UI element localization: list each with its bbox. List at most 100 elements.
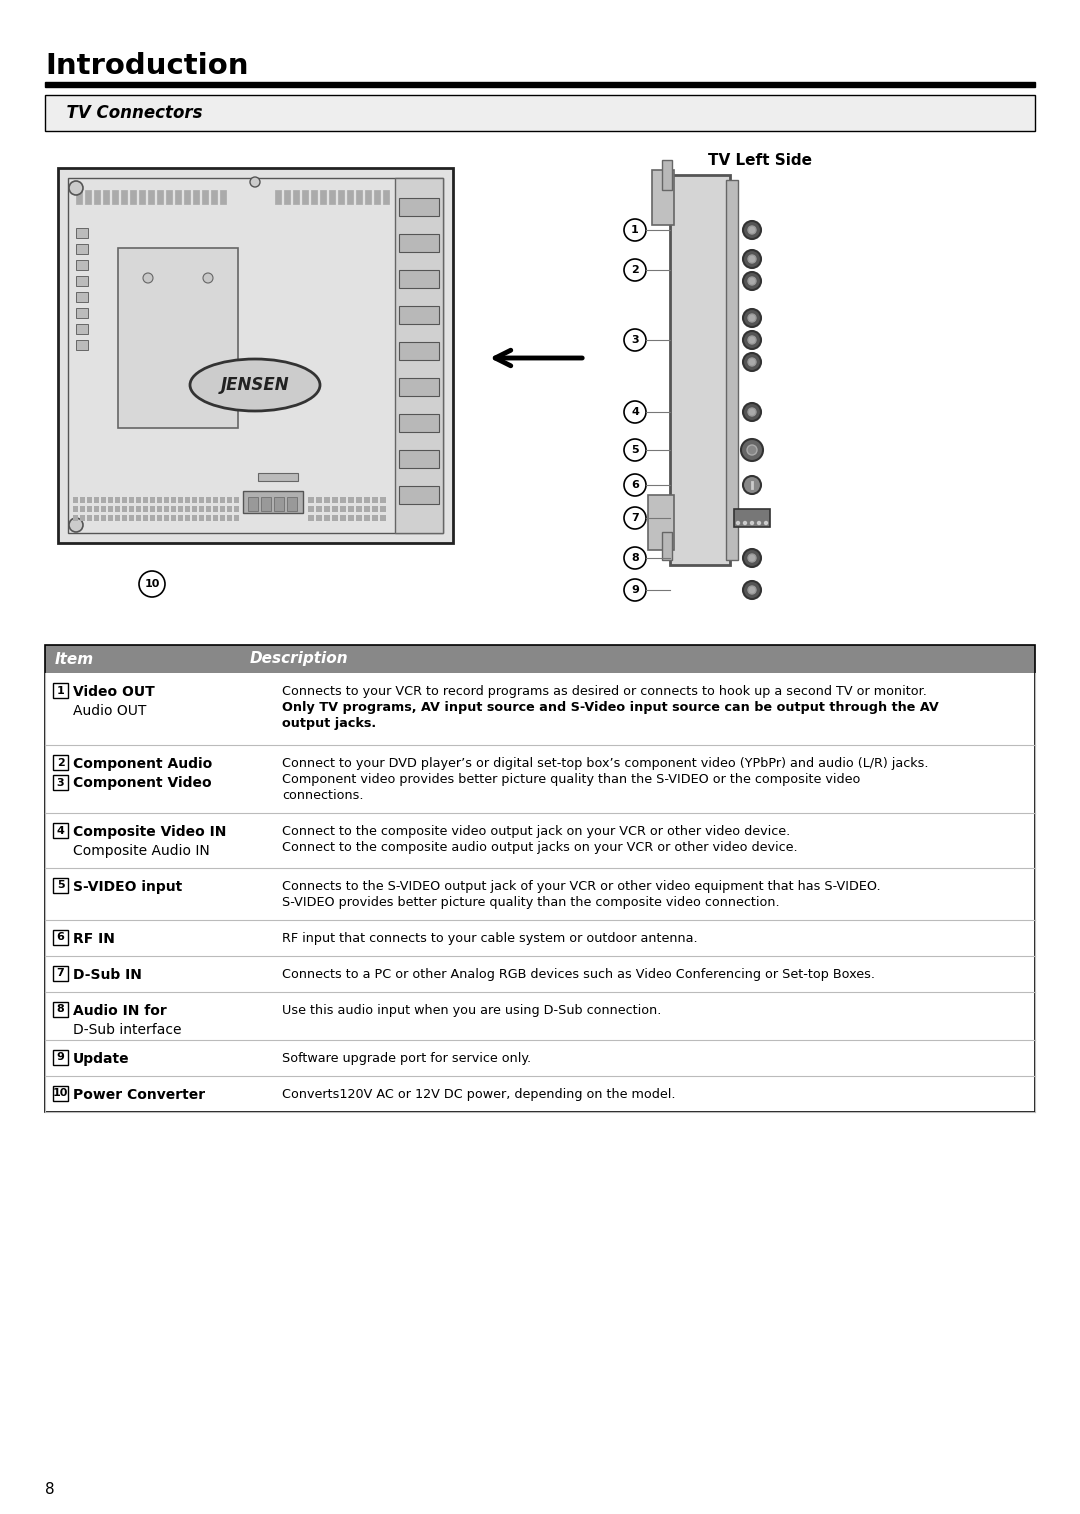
- Circle shape: [624, 439, 646, 460]
- Bar: [148, 189, 154, 204]
- Circle shape: [741, 439, 762, 460]
- Bar: [85, 189, 91, 204]
- Bar: [340, 515, 346, 521]
- Bar: [211, 189, 217, 204]
- Text: Power Converter: Power Converter: [73, 1089, 205, 1102]
- Circle shape: [743, 332, 761, 350]
- Bar: [53, 775, 68, 790]
- Bar: [213, 497, 218, 503]
- Bar: [76, 244, 87, 254]
- Circle shape: [748, 554, 756, 562]
- Text: 1: 1: [56, 686, 65, 695]
- Bar: [227, 497, 232, 503]
- Bar: [220, 189, 226, 204]
- Bar: [87, 515, 92, 521]
- Circle shape: [743, 250, 761, 268]
- Bar: [338, 189, 345, 204]
- Circle shape: [748, 586, 756, 593]
- Bar: [356, 189, 362, 204]
- Bar: [399, 342, 438, 360]
- Bar: [248, 497, 258, 512]
- Circle shape: [139, 571, 165, 597]
- Circle shape: [624, 401, 646, 422]
- Circle shape: [765, 521, 768, 524]
- Text: 2: 2: [631, 265, 639, 276]
- Bar: [53, 1086, 68, 1101]
- Text: JENSEN: JENSEN: [220, 375, 289, 394]
- Bar: [261, 497, 271, 512]
- Bar: [139, 189, 145, 204]
- Circle shape: [743, 273, 761, 291]
- Text: Connect to your DVD player’s or digital set-top box’s component video (YPbPr) an: Connect to your DVD player’s or digital …: [282, 757, 929, 771]
- Circle shape: [743, 521, 746, 524]
- Bar: [372, 515, 378, 521]
- Circle shape: [748, 357, 756, 366]
- Text: 7: 7: [56, 969, 65, 978]
- Bar: [94, 189, 100, 204]
- Bar: [383, 189, 389, 204]
- Bar: [340, 506, 346, 512]
- Bar: [348, 515, 354, 521]
- Bar: [316, 515, 322, 521]
- Bar: [185, 497, 190, 503]
- Bar: [316, 497, 322, 503]
- Bar: [164, 506, 168, 512]
- Bar: [136, 515, 141, 521]
- Bar: [662, 160, 672, 189]
- Bar: [130, 189, 136, 204]
- Bar: [380, 515, 386, 521]
- Bar: [87, 506, 92, 512]
- Bar: [108, 506, 113, 512]
- Bar: [320, 189, 326, 204]
- Bar: [670, 176, 730, 565]
- Bar: [380, 506, 386, 512]
- Bar: [76, 260, 87, 269]
- Bar: [340, 497, 346, 503]
- Text: Connect to the composite video output jack on your VCR or other video device.: Connect to the composite video output ja…: [282, 825, 791, 839]
- Bar: [302, 189, 308, 204]
- Text: Video OUT: Video OUT: [73, 684, 154, 699]
- Bar: [227, 515, 232, 521]
- Text: S-VIDEO input: S-VIDEO input: [73, 880, 183, 893]
- Bar: [178, 497, 183, 503]
- Bar: [178, 515, 183, 521]
- Bar: [143, 497, 148, 503]
- Bar: [227, 506, 232, 512]
- Bar: [374, 189, 380, 204]
- Circle shape: [748, 336, 756, 344]
- Bar: [372, 497, 378, 503]
- Bar: [76, 276, 87, 286]
- Text: Only TV programs, AV input source and S-Video input source can be output through: Only TV programs, AV input source and S-…: [282, 701, 939, 715]
- Bar: [652, 170, 674, 226]
- Bar: [53, 683, 68, 698]
- Circle shape: [624, 474, 646, 497]
- Bar: [199, 506, 204, 512]
- Bar: [332, 506, 338, 512]
- Bar: [193, 189, 199, 204]
- Bar: [395, 179, 443, 533]
- Bar: [112, 189, 118, 204]
- Bar: [220, 515, 225, 521]
- Bar: [58, 168, 453, 544]
- Text: 4: 4: [56, 825, 65, 836]
- Bar: [171, 497, 176, 503]
- Text: RF IN: RF IN: [73, 933, 114, 946]
- Bar: [202, 189, 208, 204]
- Circle shape: [743, 309, 761, 327]
- Text: Update: Update: [73, 1052, 130, 1066]
- Bar: [220, 506, 225, 512]
- Bar: [118, 248, 238, 428]
- Bar: [94, 497, 99, 503]
- Bar: [258, 472, 298, 481]
- Bar: [136, 506, 141, 512]
- Text: TV Connectors: TV Connectors: [55, 104, 203, 123]
- Bar: [143, 515, 148, 521]
- Bar: [68, 179, 443, 533]
- Bar: [114, 506, 120, 512]
- Circle shape: [69, 518, 83, 531]
- Text: 5: 5: [56, 881, 65, 890]
- Bar: [324, 497, 330, 503]
- Text: Introduction: Introduction: [45, 51, 248, 80]
- Text: Composite Audio IN: Composite Audio IN: [73, 843, 210, 858]
- Text: 8: 8: [631, 553, 639, 563]
